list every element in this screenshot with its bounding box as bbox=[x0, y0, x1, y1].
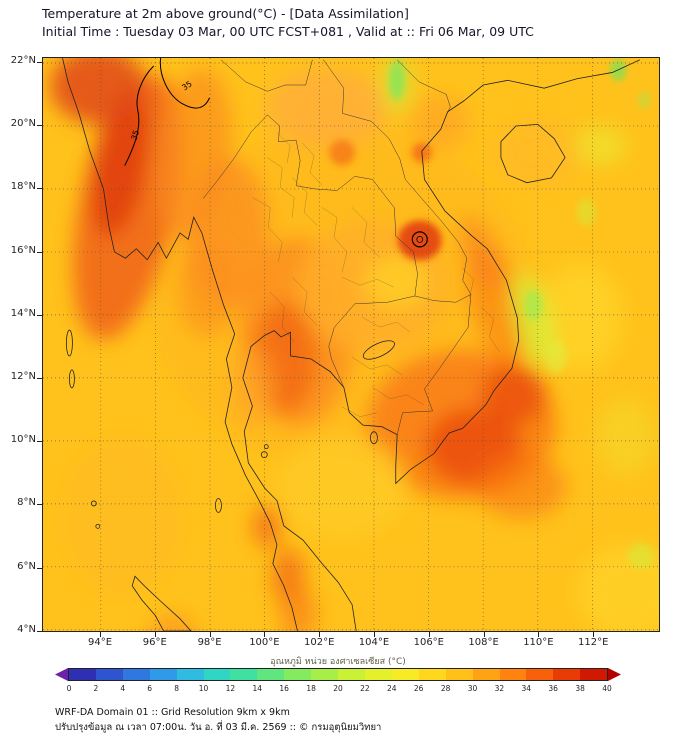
lat-tick-label: 12°N bbox=[10, 371, 36, 382]
lat-tick-label: 8°N bbox=[17, 497, 36, 509]
colorbar-cell bbox=[338, 669, 365, 680]
lon-tickmark bbox=[264, 632, 266, 637]
colorbar-tick-label: 24 bbox=[387, 684, 397, 693]
lon-tickmark bbox=[154, 632, 156, 637]
colorbar-tick-label: 8 bbox=[174, 684, 179, 693]
map-title: Temperature at 2m above ground(°C) - [Da… bbox=[42, 6, 409, 21]
colorbar-right-arrow bbox=[608, 668, 621, 681]
lon-tickmark bbox=[319, 632, 321, 637]
lon-tick-label: 112°E bbox=[577, 637, 609, 648]
colorbar-cells bbox=[68, 668, 608, 681]
map-subtitle: Initial Time : Tuesday 03 Mar, 00 UTC FC… bbox=[42, 24, 534, 39]
lon-tickmark bbox=[209, 632, 211, 637]
colorbar-tick-label: 12 bbox=[225, 684, 236, 693]
colorbar-tick-label: 34 bbox=[521, 684, 532, 693]
map-footer: WRF-DA Domain 01 :: Grid Resolution 9km … bbox=[55, 705, 381, 735]
lon-tick-label: 96°E bbox=[142, 637, 167, 648]
colorbar-tick-label: 2 bbox=[93, 684, 99, 693]
graticule bbox=[43, 58, 659, 631]
colorbar-ticks: 0 2 4 6 8 10 12 14 16 18 20 22 24 26 28 30 32 34 36 38 40 bbox=[55, 684, 621, 694]
lon-tick-label: 110°E bbox=[523, 637, 554, 648]
lon-tickmark bbox=[100, 632, 101, 637]
lon-tick-label: 104°E bbox=[358, 637, 390, 648]
colorbar-tick-label: 30 bbox=[467, 684, 478, 693]
colorbar-cell bbox=[499, 669, 527, 680]
lon-tickmark bbox=[428, 632, 430, 637]
colorbar-tick-label: 18 bbox=[306, 684, 316, 693]
lon-tick-label: 94°E bbox=[87, 637, 113, 648]
lat-tick-label: 22°N bbox=[10, 55, 36, 66]
colorbar-tick-label: 20 bbox=[333, 684, 343, 693]
colorbar-tick-label: 26 bbox=[413, 684, 424, 693]
contour-label: 35 bbox=[130, 129, 141, 141]
colorbar-tick-label: 16 bbox=[279, 684, 289, 693]
temperature-map: 35 35 bbox=[42, 57, 660, 632]
colorbar-tick-label: 36 bbox=[548, 684, 558, 693]
lat-tick-label: 16°N bbox=[10, 244, 36, 256]
colorbar-tick-label: 22 bbox=[360, 684, 370, 693]
colorbar-left-arrow bbox=[55, 668, 68, 681]
colorbar-cell bbox=[230, 669, 258, 680]
colorbar-cell bbox=[69, 669, 96, 680]
map-canvas: 35 35 bbox=[43, 58, 659, 631]
colorbar-tick-label: 0 bbox=[66, 684, 72, 693]
lon-tick-label: 108°E bbox=[468, 637, 499, 648]
lat-tick-label: 6°N bbox=[17, 560, 36, 572]
colorbar-cell bbox=[122, 669, 150, 680]
colorbar-cell bbox=[553, 669, 581, 680]
footer-domain-info: WRF-DA Domain 01 :: Grid Resolution 9km … bbox=[55, 707, 290, 718]
colorbar-cell bbox=[95, 669, 123, 680]
lon-tickmark bbox=[483, 632, 485, 637]
colorbar-cell bbox=[203, 669, 231, 680]
colorbar-tick-label: 4 bbox=[120, 684, 126, 693]
lat-tick-label: 18°N bbox=[10, 181, 36, 193]
contour-ring bbox=[411, 231, 428, 248]
colorbar-cell bbox=[149, 669, 177, 680]
colorbar-cell bbox=[418, 669, 446, 680]
colorbar-cell bbox=[176, 669, 204, 680]
colorbar-cell bbox=[526, 669, 554, 680]
province-boundaries bbox=[252, 132, 500, 417]
lon-tick-label: 98°E bbox=[197, 637, 222, 648]
colorbar-cell bbox=[364, 669, 392, 680]
country-borders bbox=[203, 59, 472, 435]
lon-tick-label: 102°E bbox=[303, 637, 335, 648]
coastlines bbox=[62, 58, 640, 631]
colorbar-cell bbox=[284, 669, 312, 680]
temperature-field-blobs bbox=[49, 58, 659, 631]
map-header: Temperature at 2m above ground(°C) - [Da… bbox=[42, 5, 534, 41]
colorbar-cell bbox=[391, 669, 419, 680]
colorbar-tick-label: 6 bbox=[147, 684, 153, 693]
lon-tickmark bbox=[374, 632, 375, 637]
colorbar-tick-label: 40 bbox=[602, 684, 612, 693]
colorbar-cell bbox=[445, 669, 473, 680]
tonle-sap-lake bbox=[362, 340, 395, 360]
colorbar-cell bbox=[257, 669, 285, 680]
lon-tick-label: 100°E bbox=[249, 637, 280, 648]
colorbar-cell bbox=[311, 669, 339, 680]
lon-tick-label: 106°E bbox=[413, 637, 444, 648]
colorbar-cell bbox=[472, 669, 500, 680]
colorbar-tick-label: 38 bbox=[575, 684, 585, 693]
lat-tick-label: 10°N bbox=[10, 434, 36, 446]
colorbar-tick-label: 10 bbox=[198, 684, 209, 693]
colorbar-tick-label: 28 bbox=[440, 684, 451, 693]
lat-tick-label: 14°N bbox=[10, 307, 36, 319]
colorbar-tick-label: 14 bbox=[252, 684, 263, 693]
lon-tickmark bbox=[538, 632, 540, 637]
footer-update-info: ปรับปรุงข้อมูล ณ เวลา 07:00น. วัน อ. ที่… bbox=[55, 722, 382, 733]
lat-tick-label: 4°N bbox=[17, 623, 36, 635]
colorbar-label: อุณหภูมิ หน่วย องศาเซลเซียส (°C) bbox=[270, 657, 406, 667]
lat-tick-label: 20°N bbox=[10, 118, 36, 130]
lon-tickmark bbox=[593, 632, 595, 637]
colorbar-cell bbox=[580, 669, 608, 680]
colorbar-tick-label: 32 bbox=[494, 684, 505, 693]
temperature-contours: 35 35 bbox=[124, 58, 428, 248]
colorbar bbox=[55, 668, 621, 681]
